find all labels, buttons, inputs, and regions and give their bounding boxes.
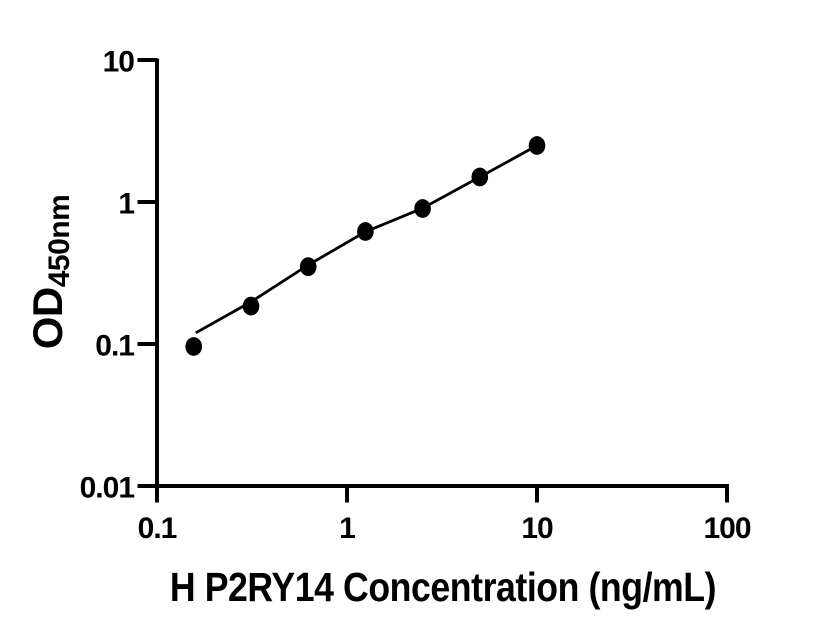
y-tick-label: 0.1: [95, 330, 134, 363]
data-point: [357, 222, 374, 241]
x-tick-label: 10: [521, 512, 553, 545]
x-tick-label: 1: [339, 512, 355, 545]
axes: [155, 58, 729, 488]
y-axis-title-subscript: 450nm: [43, 195, 76, 288]
y-axis-title: OD450nm: [24, 195, 76, 350]
axis-frame: [155, 58, 729, 488]
x-axis-ticks: [155, 486, 729, 503]
y-axis-ticks: [137, 58, 157, 488]
data-point: [471, 167, 489, 187]
y-tick-label: 1: [118, 188, 134, 221]
x-tick-label: 0.1: [138, 512, 177, 545]
x-axis-title: H P2RY14 Concentration (ng/mL): [170, 565, 716, 611]
y-tick-label: 10: [103, 46, 135, 79]
x-tick-label: 100: [703, 512, 750, 545]
data-points: [185, 136, 546, 356]
data-point: [528, 136, 546, 155]
y-tick-label: 0.01: [80, 472, 135, 505]
y-axis-title-main: OD: [24, 287, 71, 349]
data-point: [242, 296, 260, 316]
data-point: [185, 337, 202, 356]
y-axis-tick-labels: 0.01 0.1 1 10: [80, 46, 136, 505]
x-axis-tick-labels: 0.1 1 10 100: [138, 512, 752, 545]
data-point: [414, 199, 431, 218]
data-point: [299, 257, 317, 277]
